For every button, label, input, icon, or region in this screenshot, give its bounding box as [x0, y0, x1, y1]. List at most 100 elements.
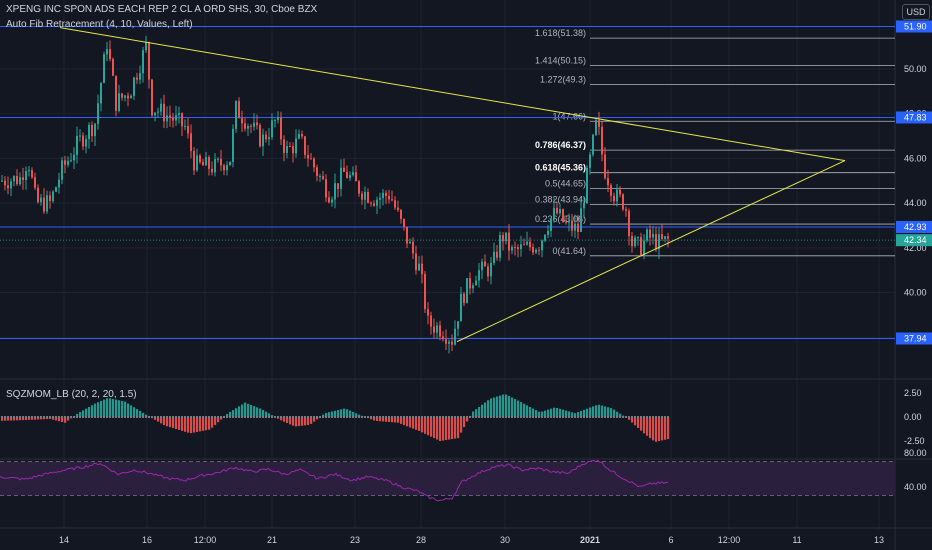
squeeze-dot [436, 416, 438, 418]
candle-body [46, 195, 48, 212]
candle-body [607, 178, 609, 186]
momentum-bar [40, 417, 43, 420]
candle-body [25, 171, 27, 180]
candle-body [349, 175, 351, 178]
candle-body [250, 125, 252, 127]
momentum-bar [142, 412, 145, 417]
candle-body [193, 150, 195, 171]
squeeze-dot [52, 416, 54, 418]
momentum-bar [595, 405, 598, 417]
momentum-bar [196, 417, 199, 432]
squeeze-dot [94, 416, 96, 418]
squeeze-dot [331, 416, 333, 418]
momentum-bar [628, 417, 631, 420]
currency-label[interactable]: USD [902, 4, 930, 20]
momentum-bar [139, 411, 142, 417]
candle-body [85, 139, 87, 147]
squeeze-dot [538, 416, 540, 418]
squeeze-dot [136, 416, 138, 418]
candle-body [310, 158, 312, 160]
squeeze-dot [73, 416, 75, 418]
momentum-bar [292, 417, 295, 426]
squeeze-dot [130, 416, 132, 418]
candle-body [649, 229, 651, 238]
candle-body [91, 124, 93, 137]
squeeze-dot [427, 416, 429, 418]
squeeze-dot [34, 416, 36, 418]
candle-body [109, 49, 111, 60]
momentum-bar [154, 417, 157, 420]
squeeze-dot [664, 416, 666, 418]
momentum-bar [529, 406, 532, 417]
momentum-bar [172, 417, 175, 429]
momentum-bar [202, 417, 205, 431]
candle-body [286, 145, 288, 153]
candle-body [592, 134, 594, 155]
momentum-bar [517, 400, 520, 417]
candle-body [328, 197, 330, 203]
momentum-bar [31, 417, 34, 420]
candle-body [385, 192, 387, 197]
candle-body [28, 170, 30, 172]
squeeze-dot [307, 416, 309, 418]
momentum-bar [322, 414, 325, 417]
momentum-bar [574, 413, 577, 417]
candle-body [16, 175, 18, 185]
price-axis-tick: 44.00 [904, 198, 927, 208]
candle-body [199, 155, 201, 163]
squeeze-dot [547, 416, 549, 418]
squeeze-dot [406, 416, 408, 418]
squeeze-dot [292, 416, 294, 418]
squeeze-dot [145, 416, 147, 418]
squeeze-dot [262, 416, 264, 418]
candle-body [427, 309, 429, 316]
momentum-bar [556, 407, 559, 417]
squeeze-dot [655, 416, 657, 418]
squeeze-dot [574, 416, 576, 418]
squeeze-dot [586, 416, 588, 418]
momentum-bar [37, 417, 40, 420]
candle-body [331, 199, 333, 203]
squeeze-dot [649, 416, 651, 418]
candle-body [508, 232, 510, 251]
momentum-bar [646, 417, 649, 436]
candle-body [547, 230, 549, 235]
momentum-bar [124, 401, 127, 417]
candle-body [565, 221, 567, 223]
candle-body [244, 123, 246, 129]
candle-body [478, 270, 480, 281]
squeeze-dot [424, 416, 426, 418]
momentum-bar [511, 397, 514, 417]
candle-body [256, 122, 258, 126]
candle-body [457, 321, 459, 329]
momentum-bar [34, 417, 37, 420]
candle-body [637, 237, 639, 239]
momentum-bar [76, 413, 79, 417]
momentum-bar [454, 417, 457, 439]
squeeze-dot [478, 416, 480, 418]
squeeze-dot [625, 416, 627, 418]
candle-body [484, 261, 486, 267]
level-badge: 47.83 [904, 112, 927, 122]
candle-body [43, 197, 45, 212]
candle-body [448, 341, 450, 344]
candle-body [409, 241, 411, 244]
candle-body [22, 177, 24, 180]
squeeze-dot [22, 416, 24, 418]
candle-body [184, 125, 186, 127]
squeeze-dot [25, 416, 27, 418]
momentum-bar [568, 411, 571, 417]
candle-body [175, 115, 177, 121]
momentum-bar [253, 406, 256, 417]
momentum-bar [412, 417, 415, 429]
squeeze-dot [79, 416, 81, 418]
momentum-bar [664, 417, 667, 440]
squeeze-dot [211, 416, 213, 418]
momentum-bar [301, 417, 304, 426]
momentum-bar [295, 417, 298, 427]
candle-body [58, 179, 60, 188]
candle-body [517, 247, 519, 250]
momentum-bar [247, 403, 250, 417]
candle-body [181, 113, 183, 127]
